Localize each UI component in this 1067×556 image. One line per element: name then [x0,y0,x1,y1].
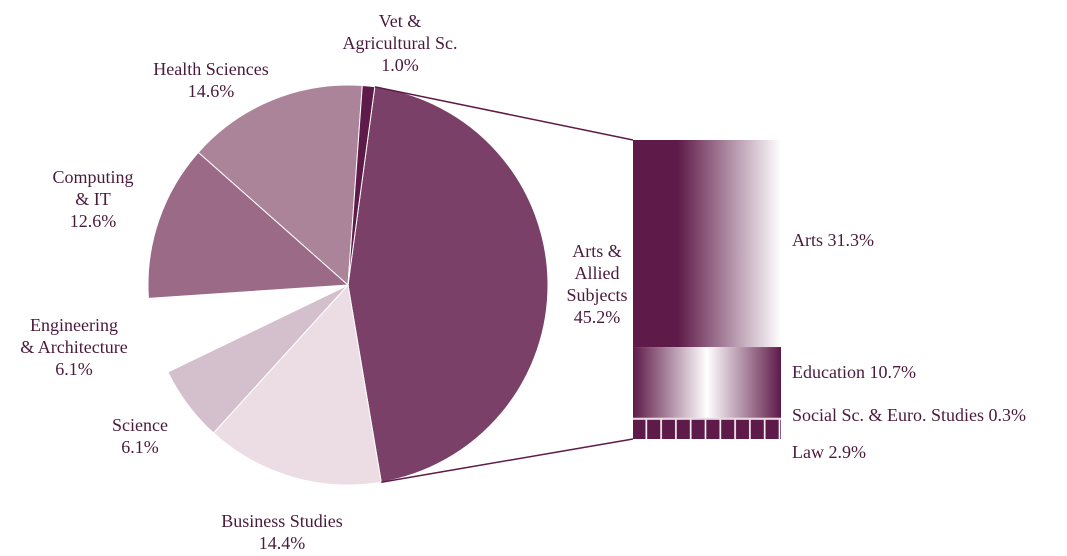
pie-slice [347,84,376,286]
pie-slice [212,283,382,486]
bar-label: Arts 31.3% [792,229,874,251]
pie-slice [347,86,549,483]
slice-value: 14.6% [187,81,235,101]
slice-label: Arts & Allied Subjects 45.2% [567,240,628,328]
slice-name: Business Studies [221,511,343,531]
bar-name: Social Sc. & Euro. Studies [792,405,984,425]
pie-slice [197,84,363,287]
bar-segment [633,347,781,418]
slice-name: Vet & Agricultural Sc. [342,11,458,53]
bar-name: Law [792,442,824,462]
slice-value: 12.6% [69,211,117,231]
slice-label: Health Sciences 14.6% [153,58,268,102]
bar-label: Law 2.9% [792,441,866,463]
connector [374,86,634,141]
slice-label: Computing & IT 12.6% [52,166,133,232]
slice-label: Science 6.1% [112,414,168,458]
slice-name: Arts & Allied Subjects [566,241,628,305]
slice-value: 6.1% [121,437,159,457]
bar-segment [633,417,781,420]
slice-name: Science [112,415,168,435]
bar-name: Arts [792,230,823,250]
bar-value: 31.3% [827,230,875,250]
bar-label: Education 10.7% [792,361,916,383]
slice-label: Vet & Agricultural Sc. 1.0% [343,10,458,76]
slice-value: 6.1% [55,359,93,379]
bar-value: 10.7% [869,362,916,382]
slice-value: 14.4% [258,533,306,553]
slice-value: 45.2% [573,307,621,327]
pie-slice [147,151,350,299]
slice-name: Computing & IT [52,167,134,209]
slice-name: Engineering & Architecture [20,315,128,357]
bar-segment [633,140,781,348]
slice-name: Health Sciences [153,59,269,79]
connector [381,438,634,483]
slice-label: Engineering & Architecture 6.1% [20,314,127,380]
bar-value: 0.3% [988,405,1027,425]
bar-label: Social Sc. & Euro. Studies 0.3% [792,404,1026,426]
bar-name: Education [792,362,865,382]
bar-segment [633,419,781,439]
bar-value: 2.9% [828,442,866,462]
slice-value: 1.0% [381,55,419,75]
slice-label: Business Studies 14.4% [221,510,343,554]
